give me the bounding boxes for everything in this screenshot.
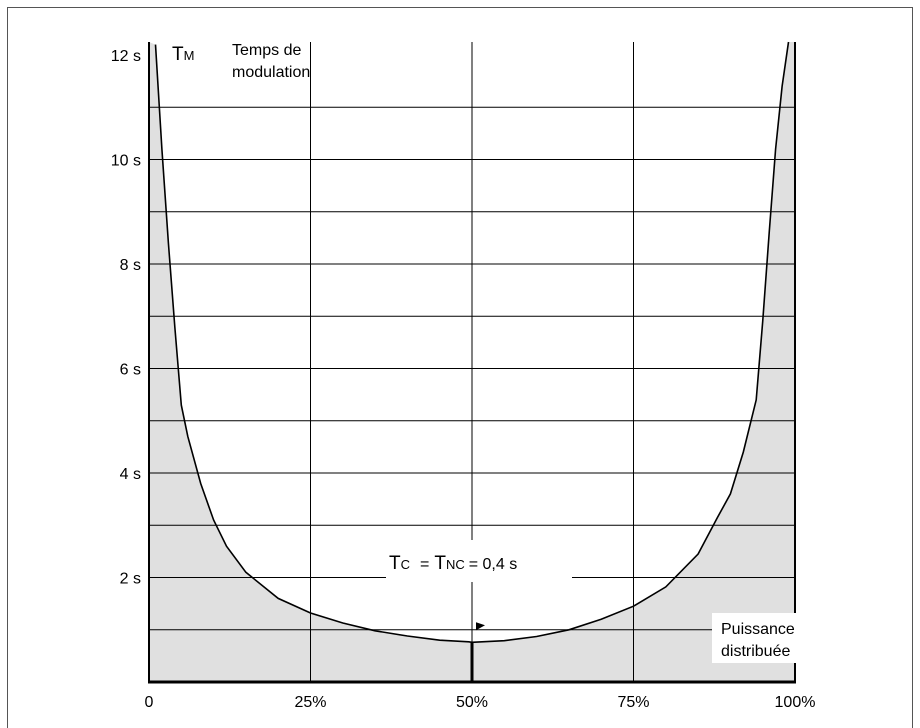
y-axis-symbol: TM [172, 44, 194, 65]
y-tick-label: 12 s [111, 48, 141, 65]
tick-labels: 2 s 4 s 6 s 8 s 10 s 12 s 0 25% 50% 75% 100% [111, 48, 816, 711]
x-tick-label: 75% [617, 694, 649, 711]
x-tick-label: 100% [775, 694, 816, 711]
y-axis-label-line1: Temps de [232, 42, 301, 59]
annotation-box [386, 540, 572, 582]
marker-arrowhead [476, 622, 485, 631]
x-tick-label: 25% [294, 694, 326, 711]
y-tick-label: 2 s [120, 571, 141, 588]
x-axis-label-box [712, 613, 826, 663]
y-tick-label: 6 s [120, 362, 141, 379]
y-tick-label: 4 s [120, 466, 141, 483]
annotation-marker [470, 622, 485, 682]
x-axis-label-line1: Puissance [721, 621, 795, 638]
y-tick-label: 8 s [120, 257, 141, 274]
x-tick-label: 50% [456, 694, 488, 711]
y-tick-label: 10 s [111, 153, 141, 170]
y-axis-label-line2: modulation [232, 64, 310, 81]
x-tick-label: 0 [145, 694, 154, 711]
annotation-text: TC = TNC = 0,4 s [389, 553, 517, 574]
curve-layer [154, 41, 790, 644]
series-line-0 [154, 41, 790, 644]
grid-layer [148, 42, 796, 684]
x-axis-label-line2: distribuée [721, 643, 790, 660]
figure-frame [7, 7, 913, 728]
